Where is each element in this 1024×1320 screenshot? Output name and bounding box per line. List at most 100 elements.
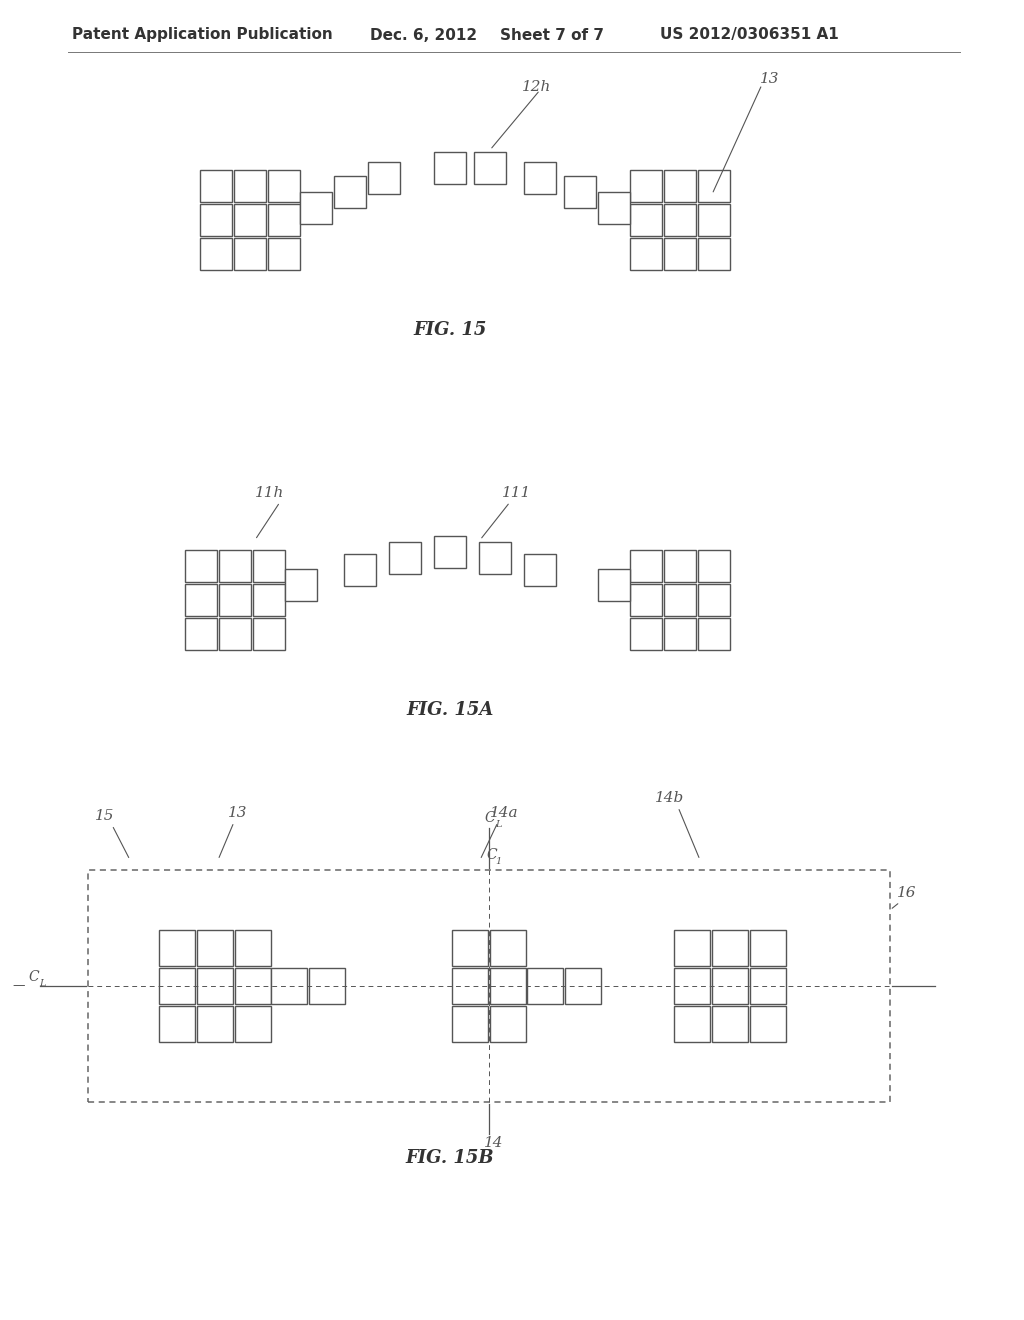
Bar [159, 968, 195, 1005]
Bar [598, 569, 630, 601]
Text: 111: 111 [502, 486, 531, 500]
Bar [368, 162, 400, 194]
Text: C: C [28, 970, 39, 983]
Bar [389, 543, 421, 574]
Bar [479, 543, 511, 574]
Bar [630, 170, 662, 202]
Bar [219, 583, 251, 616]
Bar [674, 968, 710, 1005]
Bar [185, 618, 217, 649]
Text: Sheet 7 of 7: Sheet 7 of 7 [500, 28, 604, 42]
Bar [253, 583, 285, 616]
Bar [698, 583, 730, 616]
Bar [452, 931, 488, 966]
Text: 14b: 14b [655, 791, 684, 805]
Bar [490, 931, 526, 966]
Bar [630, 550, 662, 582]
Text: L: L [39, 979, 45, 987]
Bar [200, 205, 232, 236]
Bar [300, 191, 332, 224]
Bar [698, 618, 730, 649]
Bar [630, 583, 662, 616]
Bar [664, 583, 696, 616]
Bar [630, 205, 662, 236]
Bar [750, 968, 786, 1005]
Bar [234, 170, 266, 202]
Bar [474, 152, 506, 183]
Bar [334, 176, 366, 209]
Bar [664, 550, 696, 582]
Bar [750, 931, 786, 966]
Text: 12h: 12h [522, 81, 551, 94]
Bar [197, 968, 233, 1005]
Bar [452, 968, 488, 1005]
Bar [664, 170, 696, 202]
Bar [268, 170, 300, 202]
Text: US 2012/0306351 A1: US 2012/0306351 A1 [660, 28, 839, 42]
Text: L: L [495, 820, 502, 829]
Bar [253, 618, 285, 649]
Bar [200, 170, 232, 202]
Bar [698, 170, 730, 202]
Bar [159, 1006, 195, 1041]
Text: C: C [486, 847, 497, 862]
Bar [524, 162, 556, 194]
Bar [527, 968, 563, 1005]
Bar [197, 931, 233, 966]
Text: 11h: 11h [255, 486, 285, 500]
Bar [219, 550, 251, 582]
Bar [285, 569, 317, 601]
Bar [268, 238, 300, 271]
Bar [234, 931, 271, 966]
Bar [674, 1006, 710, 1041]
Bar [630, 618, 662, 649]
Bar [234, 1006, 271, 1041]
Text: Dec. 6, 2012: Dec. 6, 2012 [370, 28, 477, 42]
Text: Patent Application Publication: Patent Application Publication [72, 28, 333, 42]
Bar [434, 536, 466, 568]
Bar [630, 238, 662, 271]
Bar [88, 870, 890, 1102]
Bar [234, 968, 271, 1005]
Bar [200, 238, 232, 271]
Text: C: C [484, 810, 495, 825]
Bar [664, 205, 696, 236]
Bar [712, 931, 748, 966]
Bar [344, 554, 376, 586]
Bar [565, 968, 601, 1005]
Bar [159, 931, 195, 966]
Bar [185, 583, 217, 616]
Bar [598, 191, 630, 224]
Bar [268, 205, 300, 236]
Text: FIG. 15: FIG. 15 [414, 321, 486, 339]
Bar [197, 1006, 233, 1041]
Bar [674, 931, 710, 966]
Bar [664, 238, 696, 271]
Text: 14: 14 [484, 1137, 504, 1150]
Bar [664, 618, 696, 649]
Bar [253, 550, 285, 582]
Bar [712, 968, 748, 1005]
Text: 15: 15 [95, 809, 115, 822]
Bar [185, 550, 217, 582]
Text: 1: 1 [495, 857, 502, 866]
Bar [564, 176, 596, 209]
Text: 16: 16 [897, 886, 916, 900]
Bar [490, 968, 526, 1005]
Bar [698, 550, 730, 582]
Bar [490, 1006, 526, 1041]
Bar [271, 968, 307, 1005]
Text: 13: 13 [228, 807, 248, 820]
Bar [434, 152, 466, 183]
Bar [234, 238, 266, 271]
Bar [712, 1006, 748, 1041]
Bar [524, 554, 556, 586]
Text: 14a: 14a [490, 807, 518, 820]
Bar [219, 618, 251, 649]
Text: FIG. 15A: FIG. 15A [407, 701, 494, 719]
Bar [452, 1006, 488, 1041]
Text: FIG. 15B: FIG. 15B [406, 1148, 495, 1167]
Bar [750, 1006, 786, 1041]
Text: —: — [12, 979, 25, 993]
Bar [234, 205, 266, 236]
